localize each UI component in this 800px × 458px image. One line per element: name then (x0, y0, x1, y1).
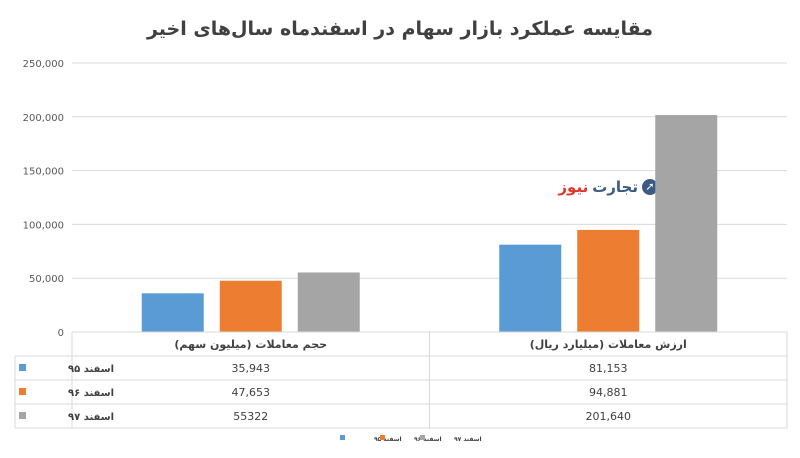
series-swatch (19, 364, 26, 371)
legend-label: اسفند ۹۷ (454, 436, 482, 443)
chart-title: مقایسه عملکرد بازار سهام در اسفندماه سال… (146, 18, 654, 40)
legend-swatch (340, 435, 345, 440)
bar (297, 272, 360, 332)
data-label: 35,943 (232, 362, 271, 375)
data-label: 47,653 (232, 386, 271, 399)
tejarat-news-logo: ➚ تجارت نیوز (548, 174, 658, 200)
bar (499, 244, 562, 332)
category-label: ارزش معاملات (میلیارد ریال) (530, 338, 687, 351)
data-label: 94,881 (589, 386, 628, 399)
series-swatch (19, 412, 26, 419)
logo-text-news: نیوز (558, 178, 589, 196)
series-name: اسفند ۹۷ (68, 412, 114, 423)
series-name: اسفند ۹۵ (68, 364, 114, 375)
y-tick-label: 50,000 (29, 274, 64, 285)
bar (219, 280, 282, 332)
legend-label: اسفند ۹۵ (374, 436, 402, 443)
arrow-icon: ➚ (642, 179, 658, 195)
bar (655, 115, 718, 332)
category-label: حجم معاملات (میلیون سهم) (174, 338, 327, 351)
legend-swatch (380, 435, 385, 440)
series-name: اسفند ۹۶ (68, 388, 114, 399)
data-label: 201,640 (586, 410, 632, 423)
data-label: 55322 (233, 410, 268, 423)
logo-text-tejarat: تجارت (592, 178, 638, 196)
data-label: 81,153 (589, 362, 628, 375)
y-tick-label: 250,000 (23, 59, 64, 70)
legend-swatch (420, 435, 425, 440)
series-swatch (19, 388, 26, 395)
bar (141, 293, 204, 332)
y-tick-label: 200,000 (23, 113, 64, 124)
y-tick-label: 0 (58, 328, 64, 339)
y-tick-label: 100,000 (23, 220, 64, 231)
bar (577, 229, 640, 332)
legend-label: اسفند ۹۶ (414, 436, 442, 443)
y-tick-label: 150,000 (23, 167, 64, 178)
